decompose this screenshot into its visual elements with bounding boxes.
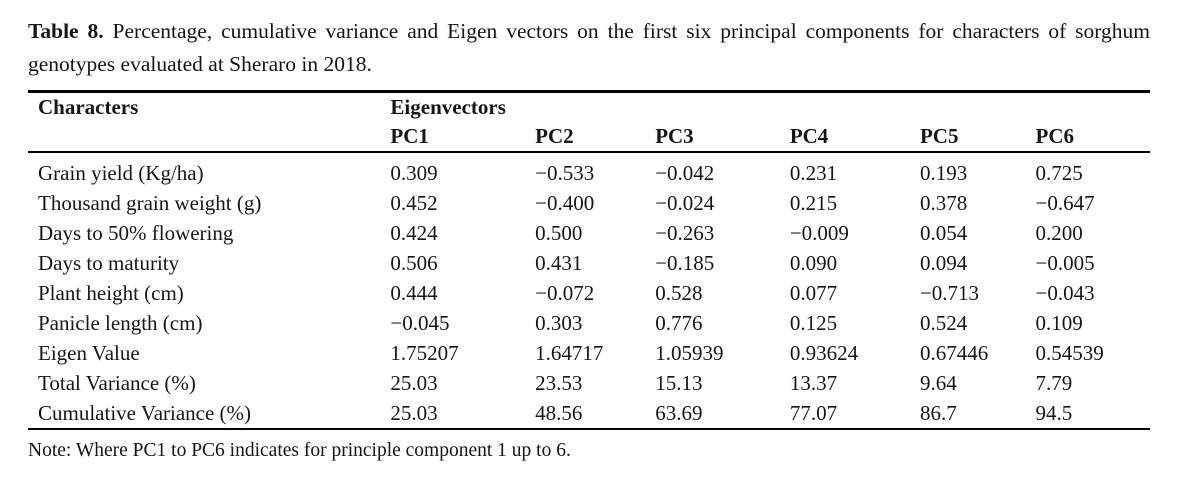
pc-header-row: PC1 PC2 PC3 PC4 PC5 PC6 [28, 122, 1150, 153]
eigenvectors-group-header: Eigenvectors [390, 95, 506, 119]
table-cell: 0.378 [919, 191, 968, 215]
table-cell: −0.713 [919, 281, 980, 305]
eigenvectors-table: Characters Eigenvectors PC1 PC2 PC3 PC4 … [28, 90, 1150, 430]
table-cell: −0.009 [789, 221, 849, 245]
table-cell: 0.200 [1035, 221, 1083, 245]
table-row: Cumulative Variance (%) 25.03 48.56 63.69 7… [28, 398, 1150, 429]
pc3-column-header: PC3 [655, 122, 790, 153]
row-label: Thousand grain weight (g) [38, 191, 262, 215]
table-cell: 0.54539 [1035, 341, 1104, 365]
table-cell: 0.231 [789, 161, 838, 185]
table-cell: 0.303 [535, 311, 583, 335]
row-label: Days to maturity [38, 251, 180, 275]
table-cell: −0.072 [535, 281, 595, 305]
table-cell: 9.64 [919, 371, 957, 395]
table-cell: 94.5 [1035, 401, 1073, 425]
table-cell: −0.263 [655, 221, 715, 245]
table-cell: −0.045 [390, 311, 450, 335]
table-cell: 0.93624 [789, 341, 859, 365]
table-cell: 0.776 [655, 311, 703, 335]
table-body: Grain yield (Kg/ha) 0.309 −0.533 −0.042 0.2… [28, 152, 1150, 429]
row-label: Total Variance (%) [38, 371, 196, 395]
table-cell: −0.533 [535, 161, 595, 185]
table-cell: 0.725 [1035, 161, 1083, 185]
caption-table-number: Table 8. [28, 19, 104, 43]
table-cell: 0.500 [535, 221, 583, 245]
table-row: Eigen Value 1.75207 1.64717 1.05939 0.93624… [28, 338, 1150, 368]
table-row: Plant height (cm) 0.444 −0.072 0.528 0.077 −… [28, 278, 1150, 308]
row-label: Eigen Value [38, 341, 140, 365]
table-cell: −0.400 [535, 191, 595, 215]
table-cell: 0.109 [1035, 311, 1083, 335]
caption-text: Percentage, cumulative variance and Eige… [28, 19, 1151, 76]
table-cell: 1.64717 [535, 341, 604, 365]
row-label: Days to 50% flowering [38, 221, 234, 245]
table-row: Total Variance (%) 25.03 23.53 15.13 13.37 9… [28, 368, 1150, 398]
table-cell: −0.043 [1035, 281, 1095, 305]
table-row: Days to maturity 0.506 0.431 −0.185 0.090 0.… [28, 248, 1150, 278]
table-header: Characters Eigenvectors PC1 PC2 PC3 PC4 … [28, 91, 1150, 153]
pc4-column-header: PC4 [789, 122, 920, 153]
table-cell: 0.452 [390, 191, 438, 215]
table-cell: 15.13 [655, 371, 703, 395]
table-cell: 7.79 [1035, 371, 1073, 395]
table-cell: 0.67446 [919, 341, 989, 365]
table-cell: 0.193 [919, 161, 968, 185]
table-cell: −0.647 [1035, 191, 1095, 215]
table-cell: −0.005 [1035, 251, 1095, 275]
table-cell: 0.309 [390, 161, 438, 185]
table-cell: 1.75207 [390, 341, 459, 365]
table-cell: 1.05939 [655, 341, 724, 365]
table-cell: 48.56 [535, 401, 583, 425]
row-label: Cumulative Variance (%) [38, 401, 252, 425]
table-row: Thousand grain weight (g) 0.452 −0.400 −0.… [28, 188, 1150, 218]
table-cell: 0.444 [390, 281, 438, 305]
table-cell: −0.185 [655, 251, 715, 275]
row-label: Panicle length (cm) [38, 311, 203, 335]
table-row: Panicle length (cm) −0.045 0.303 0.776 0.12… [28, 308, 1150, 338]
pc1-column-header: PC1 [390, 122, 536, 153]
table-cell: 77.07 [789, 401, 838, 425]
table-cell: 25.03 [390, 401, 438, 425]
table-cell: 63.69 [655, 401, 703, 425]
row-label: Grain yield (Kg/ha) [38, 161, 204, 185]
table-cell: 0.431 [535, 251, 583, 275]
table-cell: 0.424 [390, 221, 438, 245]
table-caption: Table 8. Percentage, cumulative variance… [28, 15, 1150, 81]
table-cell: 0.506 [390, 251, 438, 275]
pc5-column-header: PC5 [919, 122, 1036, 153]
table-cell: 86.7 [919, 401, 957, 425]
table-cell: −0.042 [655, 161, 715, 185]
row-label: Plant height (cm) [38, 281, 184, 305]
table-cell: 0.215 [789, 191, 838, 215]
table-cell: 0.528 [655, 281, 703, 305]
table-cell: −0.024 [655, 191, 715, 215]
table-cell: 0.054 [919, 221, 968, 245]
pc2-column-header: PC2 [535, 122, 656, 153]
group-header-row: Characters Eigenvectors [28, 91, 1150, 153]
table-cell: 13.37 [789, 371, 838, 395]
table-note: Note: Where PC1 to PC6 indicates for pri… [28, 440, 571, 461]
pc6-column-header: PC6 [1035, 122, 1150, 153]
table-cell: 0.094 [919, 251, 968, 275]
table-cell: 23.53 [535, 371, 583, 395]
table-cell: 0.090 [789, 251, 838, 275]
characters-column-header: Characters [28, 91, 391, 153]
table-row: Days to 50% flowering 0.424 0.500 −0.263 −0… [28, 218, 1150, 248]
table-cell: 0.125 [789, 311, 838, 335]
table-row: Grain yield (Kg/ha) 0.309 −0.533 −0.042 0.2… [28, 152, 1150, 188]
table-cell: 25.03 [390, 371, 438, 395]
table-cell: 0.077 [789, 281, 838, 305]
table-cell: 0.524 [919, 311, 968, 335]
